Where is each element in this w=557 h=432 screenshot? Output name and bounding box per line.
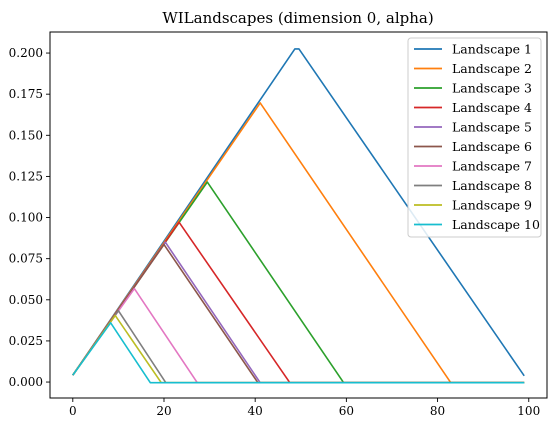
legend-label-8: Landscape 8 (452, 178, 532, 193)
plot-lines (72, 48, 525, 384)
legend-label-4: Landscape 4 (452, 100, 532, 115)
x-tick-label: 60 (339, 404, 354, 418)
y-axis: 0.000 0.025 0.050 0.075 0.100 0.125 0.150 0.175… (9, 46, 50, 389)
legend-label-3: Landscape 3 (452, 81, 532, 96)
x-tick-label: 20 (156, 404, 171, 418)
y-tick-label: 0.200 (9, 46, 43, 60)
y-tick-label: 0.050 (9, 293, 43, 307)
x-tick-label: 100 (517, 404, 540, 418)
y-tick-label: 0.100 (9, 211, 43, 225)
plot-frame (49, 31, 548, 399)
legend: Landscape 1 Landscape 2 Landscape 3 Landsca… (407, 37, 542, 238)
x-tick-label: 80 (430, 404, 445, 418)
legend-label-2: Landscape 2 (452, 61, 532, 76)
y-tick-label: 0.125 (9, 169, 43, 183)
x-axis: 0 20 40 60 80 100 (69, 398, 540, 418)
y-tick-label: 0.075 (9, 252, 43, 266)
series-line-10 (72, 322, 525, 384)
legend-label-7: Landscape 7 (452, 159, 532, 174)
legend-label-1: Landscape 1 (452, 42, 532, 57)
y-tick-label: 0.175 (9, 87, 43, 101)
y-tick-label: 0.000 (9, 375, 43, 389)
series-line-6 (72, 243, 525, 384)
chart-title: WILandscapes (dimension 0, alpha) (162, 9, 433, 27)
legend-label-6: Landscape 6 (452, 139, 532, 154)
y-tick-label: 0.025 (9, 334, 43, 348)
series-line-9 (72, 314, 525, 384)
y-tick-label: 0.150 (9, 128, 43, 142)
x-tick-label: 0 (69, 404, 77, 418)
series-line-5 (72, 241, 525, 384)
legend-label-10: Landscape 10 (452, 217, 540, 232)
legend-label-5: Landscape 5 (452, 120, 532, 135)
legend-label-9: Landscape 9 (452, 198, 532, 213)
series-line-4 (72, 221, 525, 384)
series-line-8 (72, 309, 525, 384)
x-tick-label: 40 (248, 404, 263, 418)
